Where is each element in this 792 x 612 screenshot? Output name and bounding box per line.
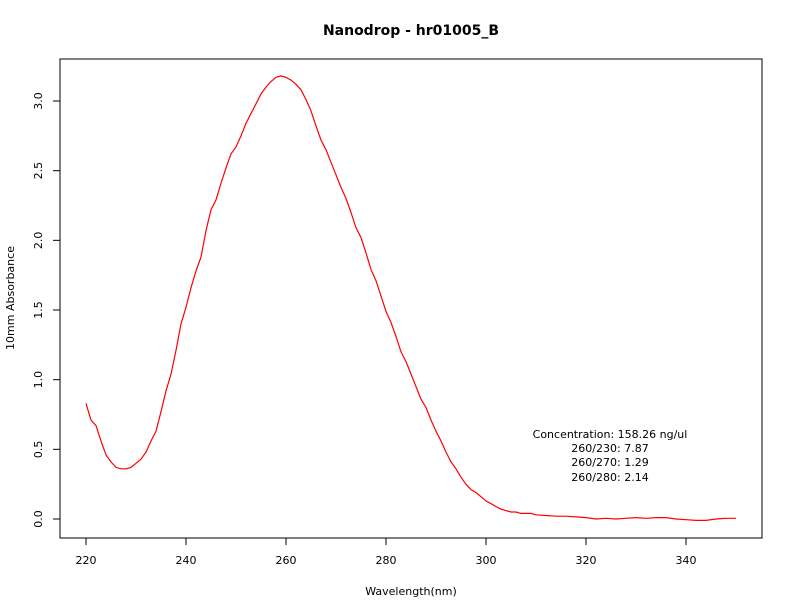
y-tick-label: 1.5: [32, 301, 45, 319]
y-tick-label: 3.0: [32, 92, 45, 110]
y-tick-label: 1.0: [32, 371, 45, 389]
x-tick-label: 320: [576, 554, 597, 567]
y-tick-label: 2.0: [32, 232, 45, 250]
y-axis: 0.0 0.5 1.0 1.5 2.0 2.5 3.0: [32, 92, 61, 528]
y-axis-label: 10mm Absorbance: [4, 246, 17, 350]
concentration-text: Concentration: 158.26 ng/ul: [533, 428, 688, 441]
absorbance-line: [85, 75, 736, 521]
x-axis-label: Wavelength(nm): [365, 585, 457, 598]
ratio-260-280-text: 260/280: 2.14: [571, 471, 648, 484]
ratio-260-270-text: 260/270: 1.29: [571, 456, 648, 469]
x-tick-label: 300: [476, 554, 497, 567]
y-tick-label: 2.5: [32, 162, 45, 180]
y-tick-label: 0.5: [32, 441, 45, 459]
x-tick-label: 240: [176, 554, 197, 567]
ratio-260-230-text: 260/230: 7.87: [571, 442, 648, 455]
plot-frame: [59, 58, 763, 539]
x-tick-label: 340: [676, 554, 697, 567]
x-axis: 220 240 260 280 300 320 340: [76, 537, 697, 567]
x-tick-label: 220: [76, 554, 97, 567]
y-tick-label: 0.0: [32, 510, 45, 528]
x-tick-label: 280: [376, 554, 397, 567]
stats-annotation: Concentration: 158.26 ng/ul 260/230: 7.8…: [533, 428, 688, 484]
x-tick-label: 260: [276, 554, 297, 567]
chart-title: Nanodrop - hr01005_B: [323, 23, 499, 39]
